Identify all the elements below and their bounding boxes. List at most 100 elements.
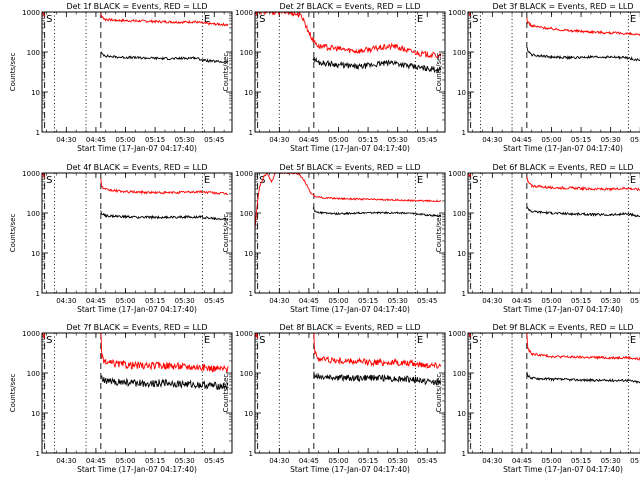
y-tick-label: 100 [240,210,253,218]
time-marker-label: S [472,14,478,25]
panel-det-8: Det 8f BLACK = Events, RED = LLD Start Ti… [222,323,446,474]
x-tick-label: 05:00 [541,136,561,144]
y-tick-label: 100 [453,49,466,57]
lld-series-line [255,333,442,369]
time-marker-label: S [259,335,265,346]
y-tick-label: 100 [27,210,40,218]
time-marker-label: E [630,335,636,346]
y-axis-label: Counts/sec [9,53,17,92]
chart-title: Det 1f BLACK = Events, RED = LLD [66,2,207,11]
x-tick-label: 05:00 [115,297,135,305]
y-tick-label: 1000 [448,9,466,17]
events-series-line [100,51,229,64]
x-tick-label: 05:45 [417,457,437,465]
panel-det-3: Det 3f BLACK = Events, RED = LLD Start Ti… [435,2,640,153]
chart-title: Det 8f BLACK = Events, RED = LLD [279,323,420,332]
x-tick-label: 04:30 [56,297,76,305]
y-axis-label: Counts/sec [222,53,230,92]
x-tick-label: 04:30 [482,297,502,305]
panel-det-5: Det 5f BLACK = Events, RED = LLD Start Ti… [222,163,446,314]
time-marker-label: S [472,335,478,346]
y-tick-label: 1 [36,129,40,137]
plot-frame [467,172,640,294]
plot-frame [254,11,446,133]
panel-det-1: Det 1f BLACK = Events, RED = LLD Start Ti… [9,2,233,153]
time-marker-label: S [46,335,52,346]
x-tick-label: 05:30 [175,457,195,465]
x-tick-label: 04:30 [56,136,76,144]
lld-series-line [468,333,640,362]
y-tick-label: 10 [457,89,466,97]
y-tick-label: 10 [31,89,40,97]
x-tick-label: 05:45 [204,297,224,305]
y-tick-label: 10 [457,410,466,418]
x-tick-label: 05:30 [388,297,408,305]
x-tick-label: 05:45 [204,136,224,144]
x-axis-label: Start Time (17-Jan-07 04:17:40) [290,144,410,153]
x-axis-label: Start Time (17-Jan-07 04:17:40) [77,465,197,474]
y-tick-label: 1 [462,290,466,298]
x-tick-label: 05:00 [328,457,348,465]
x-tick-label: 04:30 [482,136,502,144]
plot-frame [254,172,446,294]
y-tick-label: 10 [244,410,253,418]
y-axis-label: Counts/sec [435,374,443,413]
x-tick-label: 05:45 [204,457,224,465]
time-marker-label: S [259,14,265,25]
x-tick-label: 04:30 [269,457,289,465]
events-series-line [313,371,442,386]
x-tick-label: 04:30 [56,457,76,465]
plot-frame [467,332,640,454]
x-tick-label: 05:45 [630,297,640,305]
y-axis-label: Counts/sec [9,214,17,253]
time-marker-label: S [46,14,52,25]
x-tick-label: 05:00 [115,457,135,465]
y-tick-label: 1 [462,129,466,137]
x-tick-label: 04:30 [269,297,289,305]
panel-det-4: Det 4f BLACK = Events, RED = LLD Start Ti… [9,163,233,314]
x-tick-label: 05:30 [175,136,195,144]
events-series-line [100,210,229,221]
x-tick-label: 04:45 [299,457,319,465]
x-tick-label: 05:30 [388,136,408,144]
y-tick-label: 1 [36,290,40,298]
y-tick-label: 1000 [22,330,40,338]
events-series-line [312,207,442,218]
x-tick-label: 05:30 [175,297,195,305]
x-axis-label: Start Time (17-Jan-07 04:17:40) [503,305,623,314]
y-tick-label: 1000 [235,330,253,338]
y-axis-label: Counts/sec [9,374,17,413]
time-marker-label: E [417,14,423,25]
x-axis-label: Start Time (17-Jan-07 04:17:40) [503,465,623,474]
plot-frame [41,11,233,133]
y-tick-label: 10 [244,89,253,97]
x-tick-label: 05:15 [571,297,591,305]
y-tick-label: 10 [31,250,40,258]
x-axis-label: Start Time (17-Jan-07 04:17:40) [290,465,410,474]
lld-series-line [255,173,442,230]
x-tick-label: 05:00 [328,297,348,305]
events-series-line [100,375,229,391]
x-tick-label: 05:30 [601,457,621,465]
y-tick-label: 100 [27,370,40,378]
y-axis-label: Counts/sec [222,374,230,413]
x-tick-label: 05:15 [145,457,165,465]
lld-series-line [468,173,640,192]
x-tick-label: 04:45 [512,297,532,305]
x-tick-label: 05:15 [358,297,378,305]
y-tick-label: 1000 [235,9,253,17]
lld-series-line [468,12,640,37]
x-axis-label: Start Time (17-Jan-07 04:17:40) [503,144,623,153]
lld-series-line [255,12,442,59]
x-tick-label: 05:45 [630,136,640,144]
y-tick-label: 100 [453,210,466,218]
chart-title: Det 7f BLACK = Events, RED = LLD [66,323,207,332]
y-axis-label: Counts/sec [435,214,443,253]
y-tick-label: 10 [457,250,466,258]
y-tick-label: 100 [27,49,40,57]
x-tick-label: 05:00 [541,457,561,465]
y-tick-label: 1000 [22,170,40,178]
x-tick-label: 05:15 [145,136,165,144]
plot-frame [467,11,640,133]
